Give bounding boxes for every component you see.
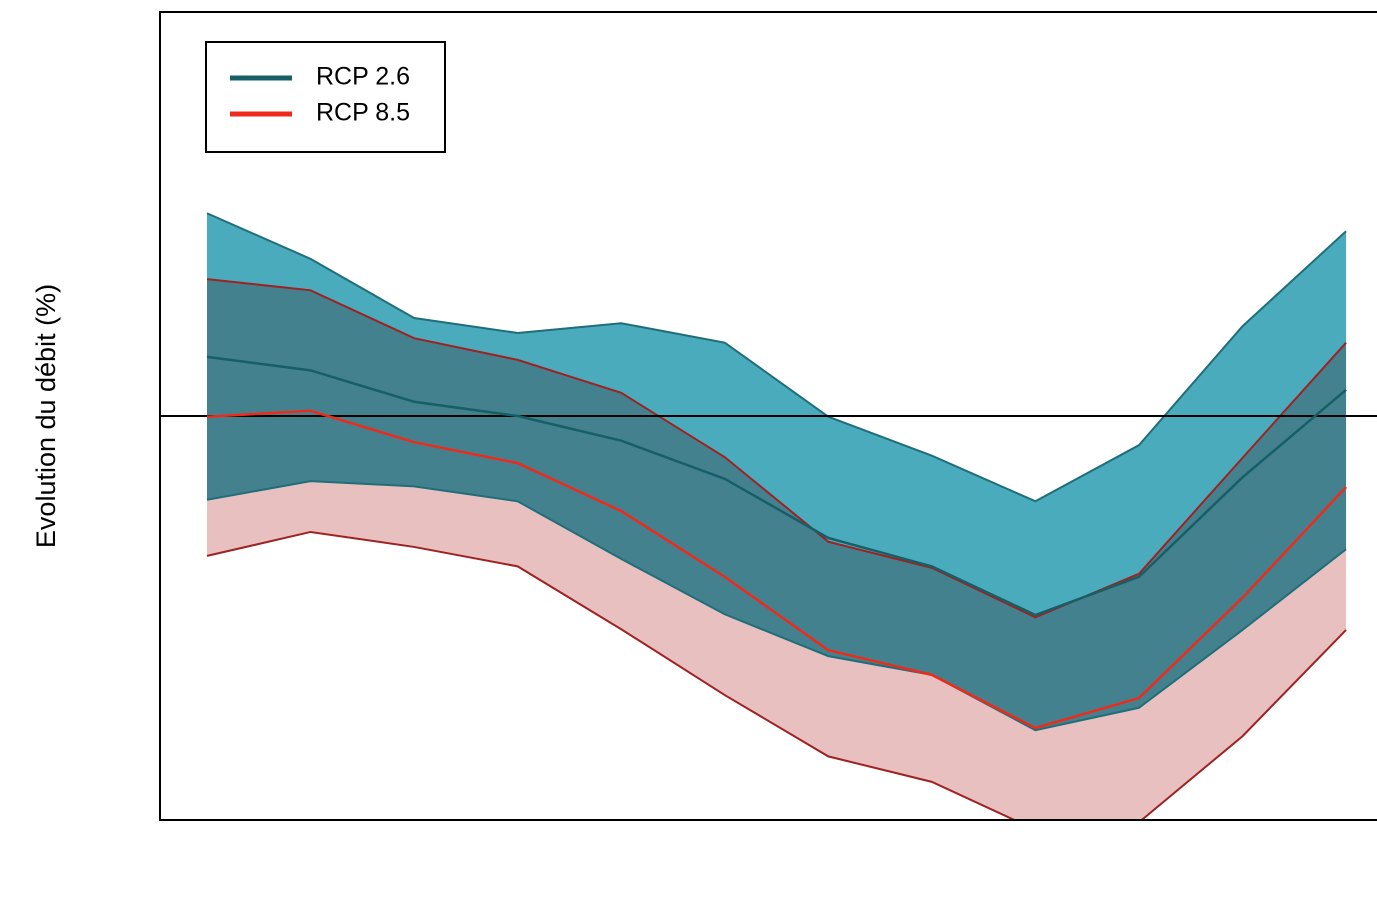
band (207, 213, 1347, 731)
band-edge (206, 480, 1347, 732)
median-line (206, 409, 1347, 730)
band-edge (206, 278, 1347, 619)
band (207, 279, 1347, 820)
legend-label: RCP 2.6 (316, 63, 410, 91)
y-axis-label: Evolution du débit (%) (31, 284, 61, 548)
legend-box (205, 41, 446, 153)
median-line (206, 355, 1347, 617)
band-edge (206, 530, 1347, 820)
legend-label: RCP 8.5 (316, 99, 410, 127)
band-edge (206, 212, 1347, 503)
plot-frame (159, 11, 1377, 821)
